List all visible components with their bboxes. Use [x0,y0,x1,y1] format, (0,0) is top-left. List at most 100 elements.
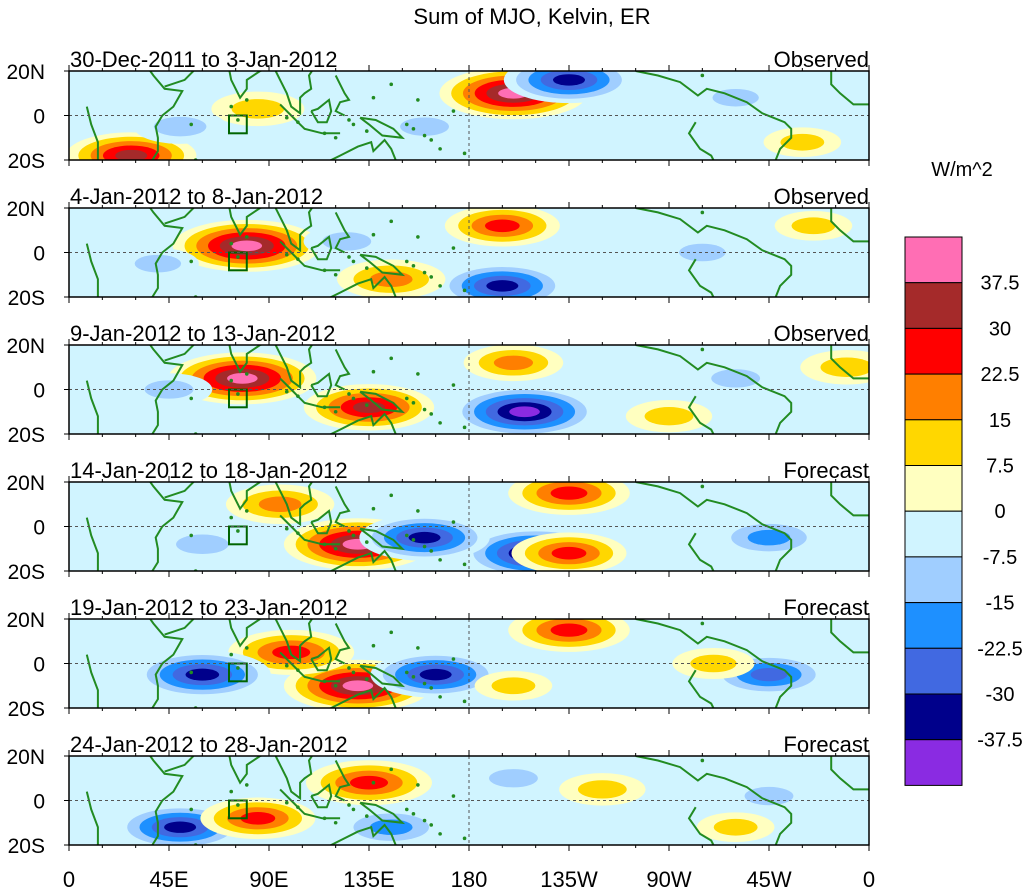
y-tick-label: 20N [6,746,45,769]
colorbar-swatch [904,282,963,329]
anomaly-feature [511,532,627,571]
coastline [687,121,715,160]
coastline [687,258,715,297]
island-marker [296,120,300,124]
coastline [274,619,314,664]
island-marker [347,666,351,670]
island-marker [347,803,351,807]
contour-level [750,668,788,682]
contour-level [509,406,540,418]
island-marker [416,235,420,239]
island-marker [284,526,289,531]
y-tick-label: 20N [6,198,45,221]
contour-level [491,677,536,695]
anomaly-feature [444,208,560,247]
contour-level [550,486,588,500]
island-marker [229,515,234,520]
coastline [635,756,793,845]
island-marker [404,807,409,812]
island-marker [422,818,427,823]
y-tick-label: 20S [8,287,45,310]
coastline [359,253,406,277]
island-marker [462,562,467,567]
coastline [635,208,793,297]
island-marker [416,646,420,650]
contour-level [164,821,197,833]
colorbar-label: -15 [986,593,1015,615]
island-marker [351,533,356,538]
colorbar-units-label: W/m^2 [931,159,993,181]
island-marker [322,679,327,684]
coastline [635,345,793,434]
figure-title: Sum of MJO, Kelvin, ER [413,4,650,29]
coastline [310,98,333,124]
x-tick-label: 0 [863,867,875,889]
anomaly-feature [69,132,197,160]
island-marker [229,378,234,383]
island-marker [462,836,467,841]
island-marker [689,339,693,343]
island-marker [411,401,416,405]
panel-period-label: 30-Dec-2011 to 3-Jan-2012 [70,47,337,72]
island-marker [322,268,327,273]
island-marker [371,95,376,100]
coastline [359,527,406,551]
anomaly-feature [303,225,390,258]
contour-level [144,380,194,399]
panel-2: 20N 0 20S 4-Jan-2012 to 8-Jan-2012 Observed [6,184,870,310]
coastline [334,348,351,391]
island-marker [364,677,369,681]
island-marker [389,630,394,635]
coastline [310,646,333,672]
island-marker [284,389,289,394]
coastline [334,485,351,528]
y-tick-label: 20N [6,472,45,495]
coastline [830,208,869,243]
island-marker [451,520,456,524]
anomaly-feature [470,762,557,795]
island-marker [404,122,409,127]
anomaly-feature [503,71,635,104]
panel-period-label: 14-Jan-2012 to 18-Jan-2012 [70,458,348,483]
anomaly-feature [508,482,630,515]
island-marker [462,151,467,156]
coastline [328,138,398,160]
island-marker [229,241,234,246]
contour-level [713,818,758,836]
coastline [687,669,715,708]
island-marker [244,783,249,787]
colorbar-label: 37.5 [981,273,1020,295]
contour-level [486,280,519,292]
contour-level [791,217,836,235]
anomaly-feature [125,373,213,406]
coastline [635,71,793,160]
island-marker [438,695,442,699]
colorbar-swatch [904,556,963,604]
island-marker [229,104,234,109]
y-tick-label: 0 [33,517,45,540]
island-marker [189,122,194,127]
anomaly-feature [116,248,199,280]
island-marker [700,73,705,78]
island-marker [189,670,194,675]
island-marker [429,549,434,553]
island-marker [236,255,240,259]
island-marker [411,538,416,542]
anomaly-feature [450,385,599,434]
coastline [310,783,333,809]
x-axis: 0 45E 90E 135E 180 135W 90W 45W 0 [63,867,875,889]
coastline [274,756,314,801]
anomaly-feature [303,384,435,431]
contour-level [553,74,585,86]
contour-level [577,780,627,799]
y-tick-label: 20N [6,61,45,84]
island-marker [411,675,416,679]
island-marker [371,506,376,511]
coastline [635,619,793,708]
x-tick-label: 135E [343,867,394,889]
island-marker [389,82,394,87]
anomaly-feature [463,345,564,382]
island-marker [389,356,394,361]
contour-level [551,546,587,560]
coastline [85,345,184,434]
